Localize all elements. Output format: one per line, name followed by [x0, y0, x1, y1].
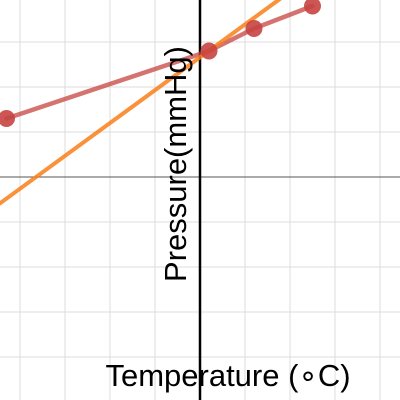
data-point: [0, 110, 15, 127]
fit-line-layer: [0, 0, 282, 206]
y-axis-label: Pressure(mmHg): [158, 46, 193, 282]
data-point: [200, 42, 218, 60]
data-point: [304, 0, 321, 15]
fit-line: [0, 0, 282, 206]
x-axis-label: Temperature (∘C): [105, 358, 350, 393]
series-line: [4, 3, 315, 121]
data-points-layer: [0, 0, 321, 127]
data-point: [245, 20, 263, 37]
data-series-layer: [4, 3, 315, 121]
